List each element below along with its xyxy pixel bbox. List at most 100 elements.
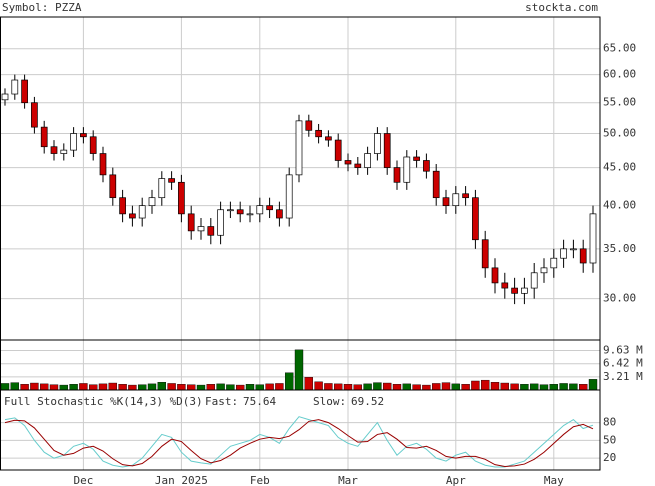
y-tick-label: 60.00	[603, 68, 636, 81]
volume-bar	[490, 382, 500, 391]
candle-body	[452, 193, 460, 207]
volume-bar	[157, 382, 167, 391]
y-tick-label: 80	[603, 416, 616, 429]
volume-bar	[481, 379, 490, 391]
candle-body	[413, 156, 420, 161]
candle-body	[168, 178, 175, 183]
volume-bar	[147, 383, 157, 391]
volume-bar	[588, 379, 598, 391]
volume-bar	[294, 349, 304, 391]
candle-body	[374, 133, 381, 154]
candle-body	[491, 267, 499, 284]
candle-body	[256, 205, 264, 215]
volume-bar	[343, 384, 353, 391]
candle-body	[50, 146, 58, 154]
volume-bar	[314, 381, 323, 391]
volume-bar	[383, 382, 392, 391]
volume-bar	[363, 383, 372, 391]
volume-bar	[20, 384, 29, 391]
x-tick-label: Apr	[446, 474, 466, 486]
candle-body	[295, 120, 303, 176]
candle-body	[540, 267, 548, 274]
candle-body	[70, 133, 77, 151]
candle-body	[138, 205, 146, 219]
volume-bar	[128, 384, 137, 391]
volume-bar	[520, 384, 529, 391]
volume-bar	[441, 382, 451, 391]
volume-bar	[79, 383, 88, 391]
candle-body	[305, 120, 313, 131]
volume-bar	[275, 383, 284, 391]
candle-body	[285, 174, 293, 219]
candle-body	[511, 287, 518, 294]
volume-bar	[510, 383, 519, 391]
volume-bar	[49, 384, 59, 391]
candle-body	[432, 170, 440, 199]
candle-body	[266, 205, 273, 211]
volume-bar	[461, 384, 470, 391]
candle-body	[197, 226, 205, 232]
volume-bar	[530, 383, 539, 391]
volume-bar	[196, 384, 206, 391]
candle-body	[21, 79, 28, 104]
site: stockta.com	[525, 1, 598, 14]
candle-body	[158, 178, 166, 199]
candle-body	[178, 181, 185, 215]
candle-body	[1, 93, 9, 101]
candle-body	[354, 163, 362, 168]
candle-body	[481, 239, 489, 269]
volume-bar	[402, 383, 411, 391]
volume-bar	[40, 383, 49, 391]
panel-frame	[0, 389, 601, 471]
volume-bar	[206, 384, 216, 391]
y-tick-label: 65.00	[603, 42, 636, 55]
candle-body	[334, 139, 342, 161]
volume-bar	[69, 384, 78, 391]
volume-bar	[559, 383, 568, 391]
candle-body	[364, 153, 371, 168]
y-tick-label: 20	[603, 451, 616, 464]
candle-body	[530, 272, 538, 289]
volume-bar	[30, 382, 39, 391]
volume-bar	[108, 382, 118, 391]
candle-body	[11, 79, 19, 95]
candle-body	[570, 248, 577, 251]
candle-body	[89, 136, 97, 154]
y-tick-label: 50.00	[603, 127, 636, 140]
volume-bar	[353, 384, 362, 391]
indicator-title: Full Stochastic %K(14,3) %D(3)	[4, 395, 203, 408]
candle-body	[442, 197, 450, 207]
volume-bar	[569, 383, 578, 391]
candle-body	[99, 153, 107, 176]
legend-label: Slow:	[313, 395, 346, 408]
candle-body	[207, 226, 215, 236]
x-tick-label: Jan 2025	[155, 474, 208, 486]
legend-value: 69.52	[351, 395, 384, 408]
y-tick-label: 50	[603, 433, 616, 446]
candle-body	[403, 156, 411, 183]
candle-body	[60, 149, 68, 154]
candle-body	[109, 174, 117, 199]
candle-body	[315, 129, 322, 138]
x-tick-label: Mar	[338, 474, 358, 486]
candle-body	[550, 257, 558, 269]
volume-bar	[392, 384, 402, 391]
candle-body	[462, 193, 469, 199]
y-tick-label: 45.00	[603, 161, 636, 174]
y-tick-label: 35.00	[603, 242, 636, 255]
volume-bar	[177, 384, 186, 391]
candle-body	[31, 102, 38, 128]
candle-body	[129, 213, 136, 219]
candle-body	[148, 197, 156, 207]
volume-bar	[265, 383, 274, 391]
volume-bar	[0, 383, 10, 391]
legend-value: 75.64	[243, 395, 276, 408]
volume-bar	[216, 383, 225, 391]
candle-body	[40, 126, 48, 148]
candle-body	[325, 136, 332, 141]
candle-body	[579, 248, 587, 264]
volume-bar	[285, 372, 294, 391]
volume-bar	[451, 383, 460, 391]
